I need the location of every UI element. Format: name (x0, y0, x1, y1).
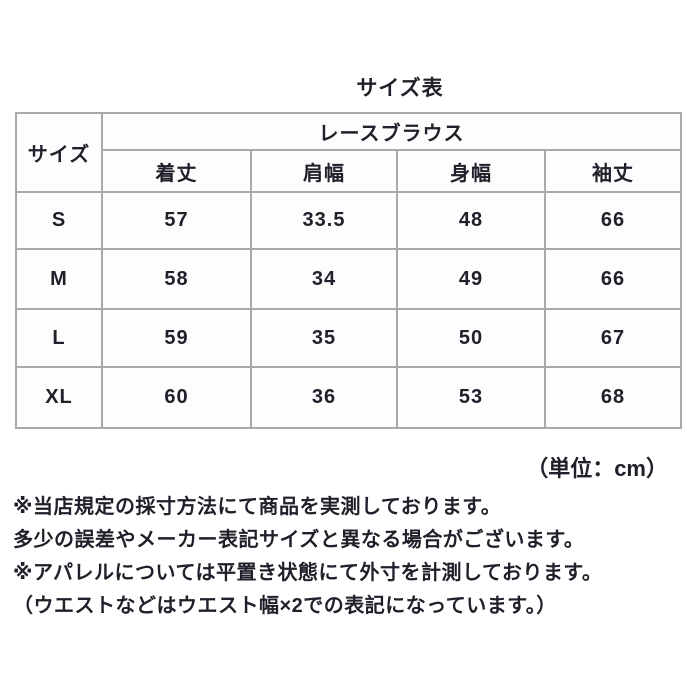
table-row-size-m: M 58 34 49 66 (15, 248, 682, 310)
page-title: サイズ表 (356, 77, 444, 100)
note-line-3: ※アパレルについては平置き状態にて外寸を計測しております。 (13, 562, 603, 584)
cell-xl-shoulder: 36 (250, 366, 398, 429)
size-table: サイズ レースブラウス 着丈 肩幅 身幅 袖丈 S 57 33.5 48 66 … (15, 112, 682, 429)
column-header-shoulder: 肩幅 (250, 149, 398, 193)
note-line-1: ※当店規定の採寸方法にて商品を実測しております。 (13, 496, 502, 518)
cell-xl-length: 60 (101, 366, 252, 429)
column-header-sleeve: 袖丈 (544, 149, 682, 193)
table-row-size-s: S 57 33.5 48 66 (15, 191, 682, 250)
cell-l-length: 59 (101, 308, 252, 368)
table-row-size-l: L 59 35 50 67 (15, 308, 682, 368)
measurement-notes: ※当店規定の採寸方法にて商品を実測しております。 多少の誤差やメーカー表記サイズ… (13, 491, 693, 623)
cell-m-length: 58 (101, 248, 252, 310)
note-line-2: 多少の誤差やメーカー表記サイズと異なる場合がございます。 (13, 529, 585, 551)
row-header-size-l: L (15, 308, 103, 368)
cell-s-sleeve: 66 (544, 191, 682, 250)
unit-label: （単位：cm） (526, 456, 668, 481)
note-line-4: （ウエストなどはウエスト幅×2での表記になっています。） (13, 595, 557, 617)
product-name-header: レースブラウス (101, 112, 682, 151)
size-column-header: サイズ (15, 112, 103, 193)
column-header-length: 着丈 (101, 149, 252, 193)
cell-m-body-width: 49 (396, 248, 546, 310)
table-row-size-xl: XL 60 36 53 68 (15, 366, 682, 429)
cell-m-sleeve: 66 (544, 248, 682, 310)
table-row-measurement-headers: 着丈 肩幅 身幅 袖丈 (16, 149, 682, 193)
table-row-product: サイズ レースブラウス (15, 112, 682, 193)
cell-xl-body-width: 53 (396, 366, 546, 429)
cell-l-shoulder: 35 (250, 308, 398, 368)
column-header-body-width: 身幅 (396, 149, 546, 193)
row-header-size-xl: XL (15, 366, 103, 429)
cell-s-body-width: 48 (396, 191, 546, 250)
cell-xl-sleeve: 68 (544, 366, 682, 429)
row-header-size-s: S (15, 191, 103, 250)
cell-s-length: 57 (101, 191, 252, 250)
cell-m-shoulder: 34 (250, 248, 398, 310)
row-header-size-m: M (15, 248, 103, 310)
cell-l-sleeve: 67 (544, 308, 682, 368)
cell-s-shoulder: 33.5 (250, 191, 398, 250)
cell-l-body-width: 50 (396, 308, 546, 368)
